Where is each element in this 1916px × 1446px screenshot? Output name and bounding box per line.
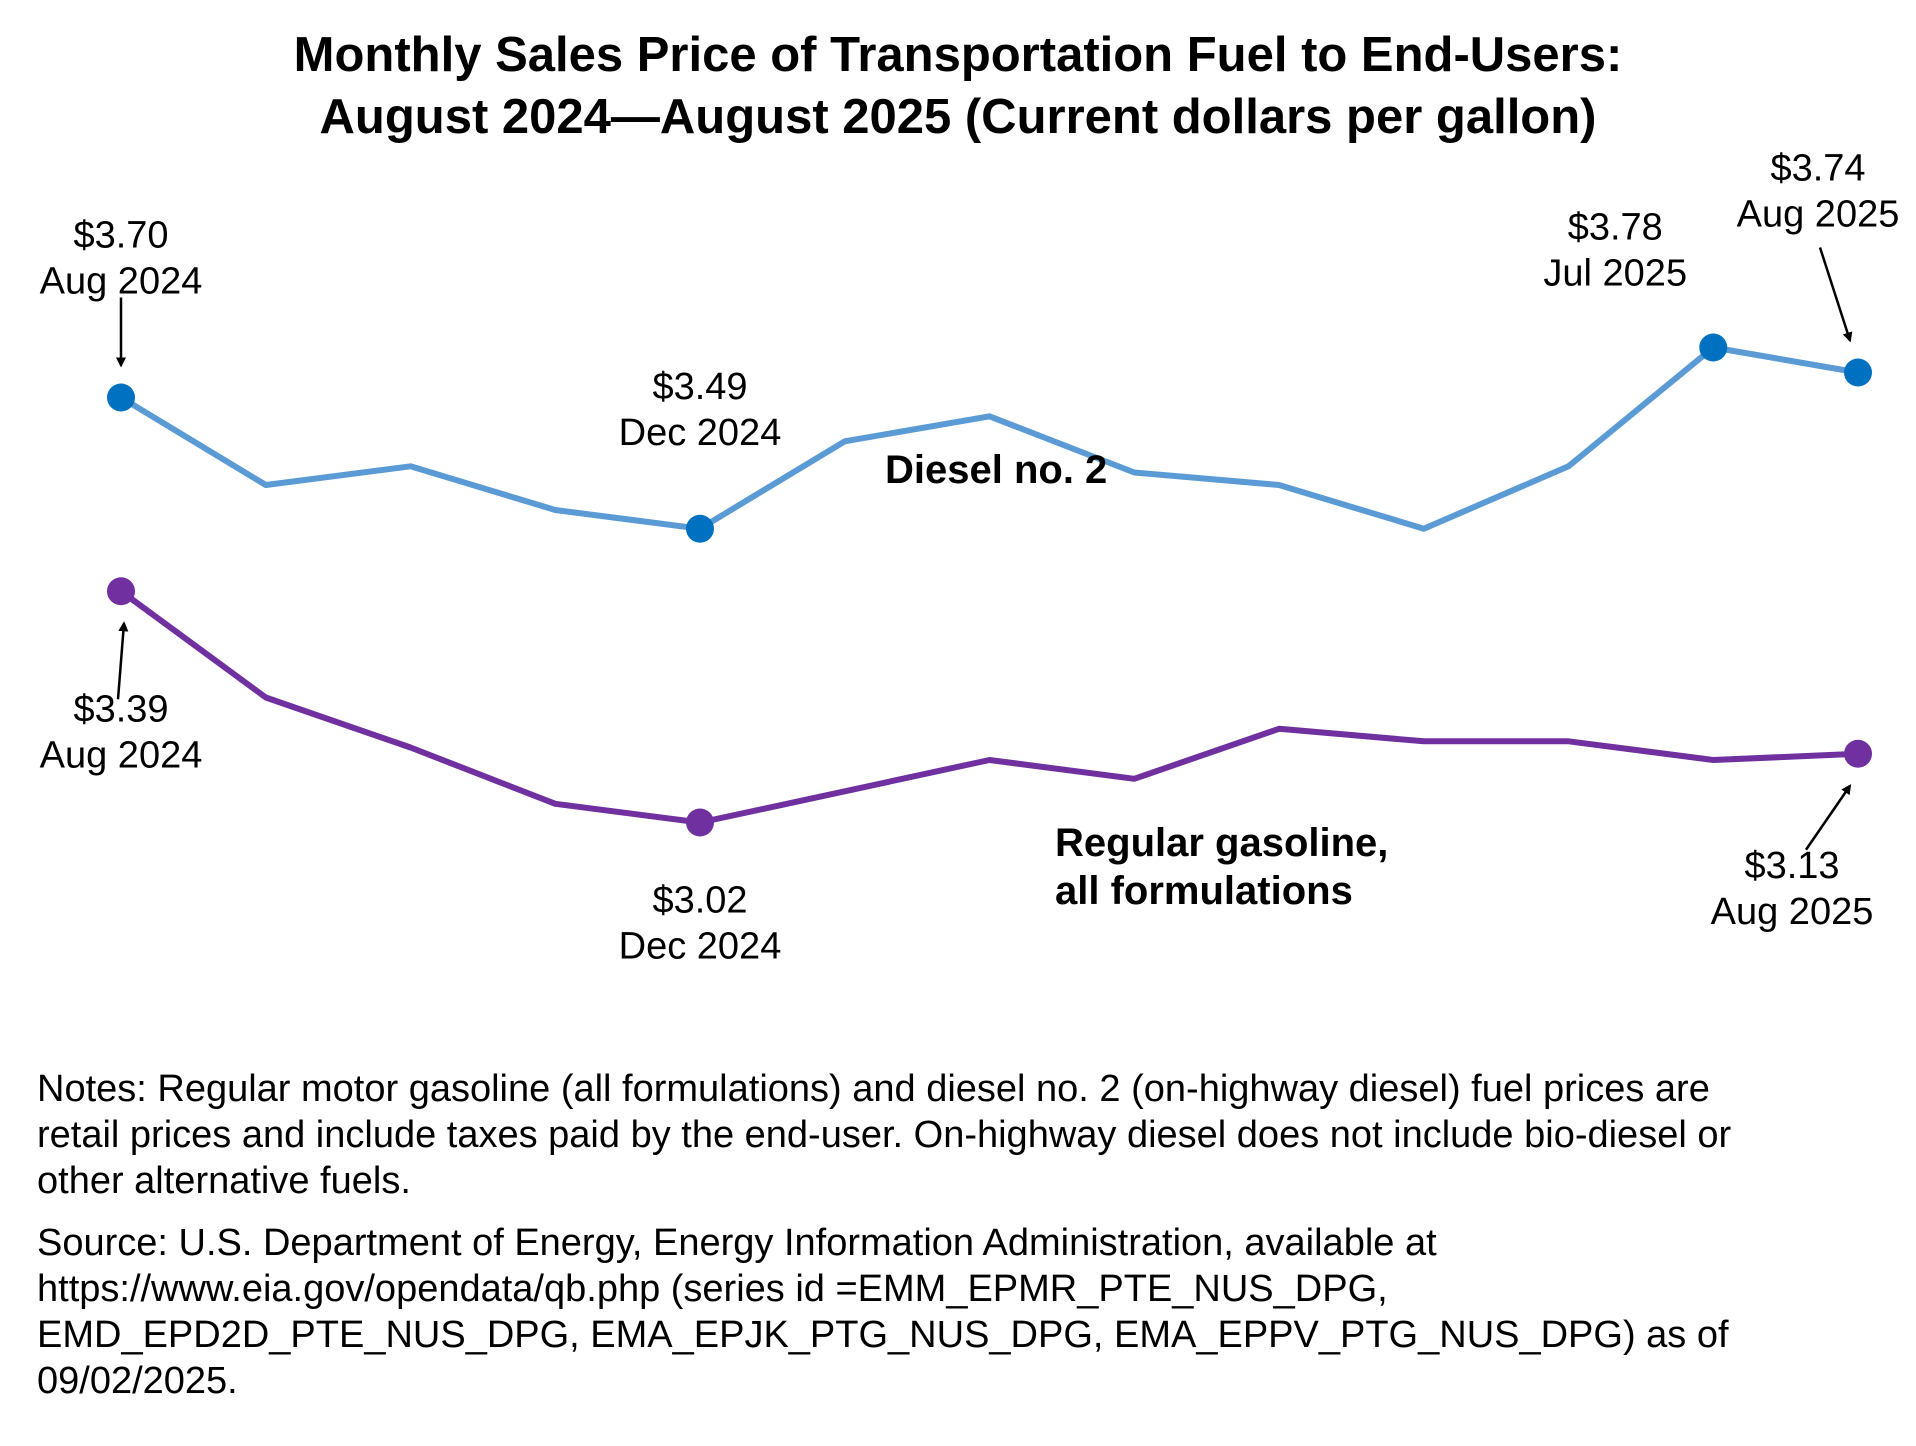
source-line: Source: U.S. Department of Energy, Energ… (37, 1222, 1437, 1264)
notes-line: retail prices and include taxes paid by … (37, 1114, 1732, 1156)
chart-title: Monthly Sales Price of Transportation Fu… (0, 24, 1916, 148)
chart-title-line-2: August 2024—August 2025 (Current dollars… (319, 90, 1597, 144)
annotation-value: $3.39 (73, 688, 168, 730)
annotation-date: Dec 2024 (619, 926, 782, 968)
data-point-marker (107, 383, 135, 412)
series-layer (118, 344, 1861, 826)
series-label-layer: Diesel no. 2 Regular gasoline,all formula… (885, 448, 1388, 913)
marker-layer (107, 333, 1872, 837)
series-label: Diesel no. 2 (885, 448, 1107, 492)
data-point-marker (686, 514, 714, 543)
source-line: 09/02/2025. (37, 1360, 238, 1402)
annotation-date: Aug 2024 (40, 734, 203, 776)
source-line: https://www.eia.gov/opendata/qb.php (ser… (37, 1268, 1388, 1310)
chart-source: Source: U.S. Department of Energy, Energ… (37, 1220, 1897, 1404)
annotation-date: Dec 2024 (619, 412, 782, 454)
annotation-value: $3.13 (1744, 845, 1839, 887)
annotation-value: $3.49 (652, 366, 747, 408)
notes-line: other alternative fuels. (37, 1160, 411, 1202)
series-line-diesel (118, 344, 1861, 532)
annotation-arrow (1818, 247, 1853, 343)
series-label: Regular gasoline, (1055, 821, 1388, 865)
annotation-date: Jul 2025 (1543, 253, 1687, 295)
annotation-value: $3.02 (652, 880, 747, 922)
data-point-marker (107, 577, 135, 606)
chart-notes: Notes: Regular motor gasoline (all formu… (37, 1066, 1897, 1204)
data-point-marker (1699, 333, 1728, 362)
source-line: EMD_EPD2D_PTE_NUS_DPG, EMA_EPJK_PTG_NUS_… (37, 1314, 1729, 1356)
data-point-marker (1844, 358, 1872, 387)
series-line-gasoline (118, 588, 1861, 826)
annotation-date: Aug 2024 (40, 261, 203, 303)
annotation-value: $3.70 (73, 215, 168, 257)
annotation-date: Aug 2025 (1711, 891, 1874, 933)
data-point-marker (686, 808, 714, 837)
series-label: all formulations (1055, 869, 1353, 913)
annotation-arrow (116, 621, 129, 700)
annotation-value: $3.74 (1770, 148, 1865, 190)
chart-title-line-1: Monthly Sales Price of Transportation Fu… (293, 28, 1623, 82)
annotation-date: Aug 2025 (1737, 194, 1900, 236)
notes-line: Notes: Regular motor gasoline (all formu… (37, 1068, 1710, 1110)
data-point-marker (1844, 739, 1872, 768)
annotation-value: $3.78 (1568, 207, 1663, 249)
annotation-arrow (1804, 784, 1852, 851)
